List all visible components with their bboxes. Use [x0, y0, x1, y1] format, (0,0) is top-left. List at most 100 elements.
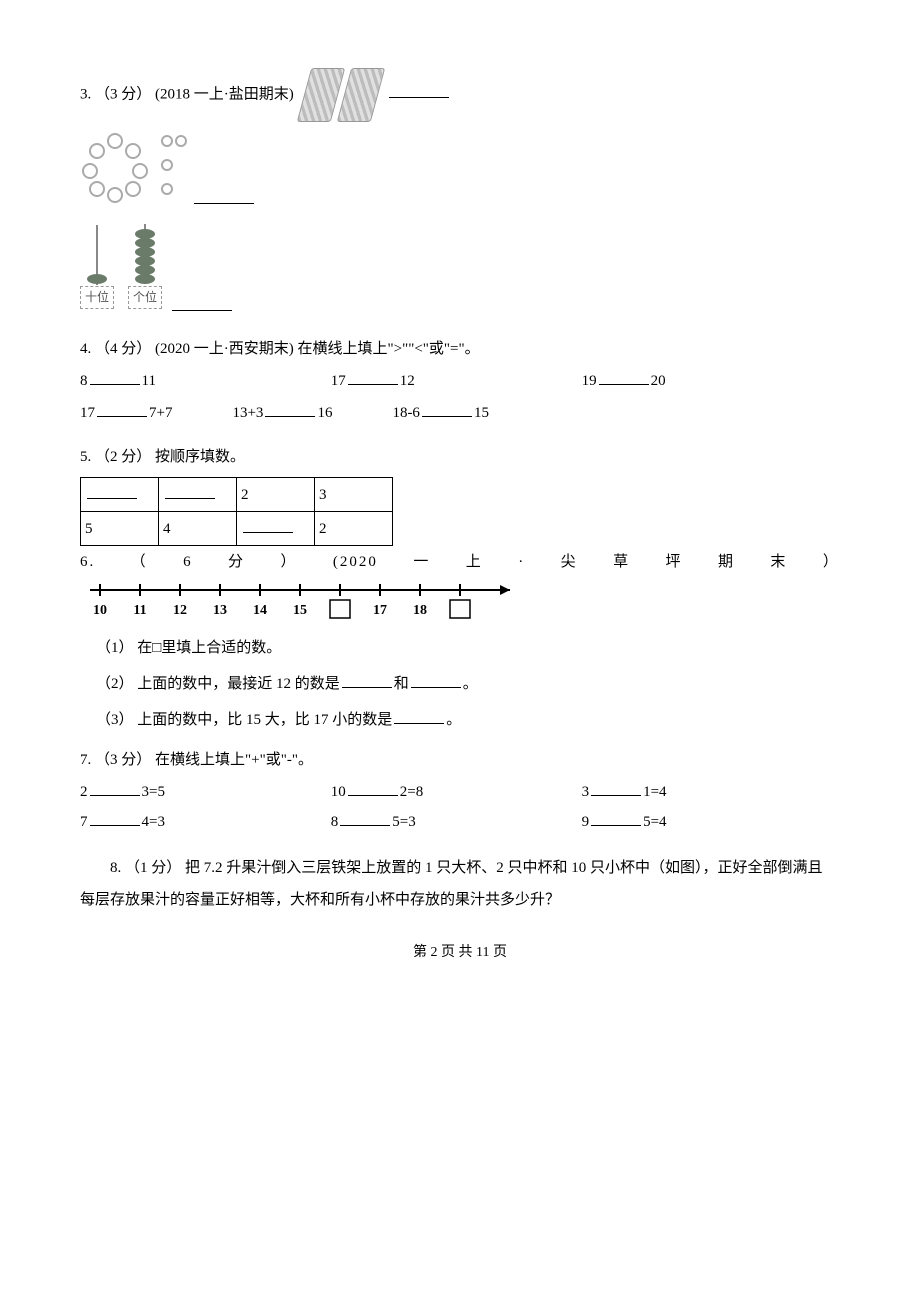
q7-prefix: 7. （3 分） 在横线上填上"+"或"-"。 — [80, 748, 840, 772]
q4-row2: 177+7 13+316 18-615 — [80, 401, 840, 425]
table-row: 2 3 — [81, 478, 393, 512]
q3-blank-1[interactable] — [389, 83, 449, 98]
q7-r2c3-r: 5=4 — [643, 814, 666, 830]
q3-blank-2[interactable] — [194, 189, 254, 204]
q4-r2c2-blank[interactable] — [265, 402, 315, 417]
q6-h10: 草 — [613, 550, 630, 574]
q6-sub1: （1） 在□里填上合适的数。 — [96, 636, 840, 660]
q5-r0c3: 3 — [315, 478, 393, 512]
q4-r2c3-r: 15 — [474, 405, 489, 421]
abacus-rod-ones: 个位 — [128, 224, 162, 309]
q6-h1: （ — [131, 550, 148, 574]
numberline-figure: 1011121314151718 — [80, 576, 840, 624]
q5-r0c1-blank[interactable] — [165, 484, 215, 499]
q8-line1: 8. （1 分） 把 7.2 升果汁倒入三层铁架上放置的 1 只大杯、2 只中杯… — [80, 856, 840, 880]
q6-sub3-b: 。 — [446, 712, 461, 728]
q7-r2c1-r: 4=3 — [142, 814, 165, 830]
q6-sub2-b: 和 — [394, 676, 409, 692]
q6-h11: 坪 — [666, 550, 683, 574]
svg-text:12: 12 — [173, 603, 187, 618]
svg-text:14: 14 — [253, 603, 267, 618]
side-circles-icon — [160, 132, 188, 204]
q7-r2c2-l: 8 — [331, 814, 339, 830]
q6-sub2: （2） 上面的数中，最接近 12 的数是和。 — [96, 672, 840, 696]
q5-r0c2: 2 — [237, 478, 315, 512]
q6-h13: 末 — [770, 550, 787, 574]
q7-r1c1-blank[interactable] — [90, 781, 140, 796]
q3-prefix: 3. （3 分） (2018 一上·盐田期末) — [80, 86, 294, 102]
bundle-sticks-icon — [304, 68, 378, 122]
q6-h0: 6. — [80, 550, 95, 574]
svg-text:17: 17 — [373, 603, 387, 618]
q6-sub2-blank1[interactable] — [342, 673, 392, 688]
q5-r0c0-blank[interactable] — [87, 484, 137, 499]
q7-r2c2-blank[interactable] — [340, 811, 390, 826]
q7-r1c3-l: 3 — [582, 784, 590, 800]
q4-r1c1-r: 11 — [142, 373, 156, 389]
q7-r2c3-l: 9 — [582, 814, 590, 830]
q6-h14: ） — [823, 550, 840, 574]
q4-r2c3-blank[interactable] — [422, 402, 472, 417]
circles-figure — [80, 132, 840, 204]
q5-r1c1: 4 — [159, 512, 237, 546]
q6-sub2-blank2[interactable] — [411, 673, 461, 688]
q4-r1c3-l: 19 — [582, 373, 597, 389]
q4-r2c2-l: 13+3 — [232, 405, 263, 421]
q3-blank-3[interactable] — [172, 296, 232, 311]
page-body: 3. （3 分） (2018 一上·盐田期末) — [0, 0, 920, 1005]
q7-r1c3-blank[interactable] — [591, 781, 641, 796]
q7-r1c2-l: 10 — [331, 784, 346, 800]
q8-line2: 每层存放果汁的容量正好相等，大杯和所有小杯中存放的果汁共多少升？ — [80, 888, 840, 912]
q7-row1: 2 3=5 10 2=8 3 1=4 — [80, 780, 840, 804]
q7-r1c3-r: 1=4 — [643, 784, 666, 800]
svg-text:15: 15 — [293, 603, 307, 618]
q6-sub3: （3） 上面的数中，比 15 大，比 17 小的数是 。 — [96, 708, 840, 732]
abacus-label-tens: 十位 — [80, 286, 114, 309]
q4-r2c2-r: 16 — [317, 405, 332, 421]
q7-r1c2-r: 2=8 — [400, 784, 423, 800]
table-row: 5 4 2 — [81, 512, 393, 546]
q4-r1c2-blank[interactable] — [348, 370, 398, 385]
q4-prefix: 4. （4 分） (2020 一上·西安期末) 在横线上填上">""<"或"="… — [80, 337, 840, 361]
q6-sub2-c: 。 — [463, 676, 478, 692]
q4-r1c3-blank[interactable] — [599, 370, 649, 385]
q7-r2c3-blank[interactable] — [591, 811, 641, 826]
q6-h7: 上 — [466, 550, 483, 574]
q6-h3: 分 — [228, 550, 245, 574]
q7-r2c2-r: 5=3 — [392, 814, 415, 830]
q6-h9: 尖 — [561, 550, 578, 574]
q7-r1c1-r: 3=5 — [142, 784, 165, 800]
q4-r1c3-r: 20 — [651, 373, 666, 389]
q4-r2c3-l: 18-6 — [392, 405, 420, 421]
q5-table: 2 3 5 4 2 — [80, 477, 393, 546]
q7-r1c2-blank[interactable] — [348, 781, 398, 796]
q6-h4: ） — [280, 550, 297, 574]
q4-r1c1-blank[interactable] — [90, 370, 140, 385]
q7-r1c1-l: 2 — [80, 784, 88, 800]
q3-line: 3. （3 分） (2018 一上·盐田期末) — [80, 68, 840, 122]
q6-sub3-blank[interactable] — [394, 709, 444, 724]
q5-r1c3: 2 — [315, 512, 393, 546]
abacus-label-ones: 个位 — [128, 286, 162, 309]
q5-r1c2-blank[interactable] — [243, 518, 293, 533]
abacus-figure: 十位 个位 — [80, 224, 840, 311]
numberline-svg: 1011121314151718 — [80, 576, 540, 624]
q6-h2: 6 — [183, 550, 193, 574]
q4-r2c1-l: 17 — [80, 405, 95, 421]
q6-sub3-a: （3） 上面的数中，比 15 大，比 17 小的数是 — [96, 712, 392, 728]
abacus-rod-tens: 十位 — [80, 225, 114, 309]
q6-head: 6. （ 6 分 ） (2020 一 上 · 尖 草 坪 期 末 ） — [80, 550, 840, 574]
q6-h6: 一 — [413, 550, 430, 574]
q4-row1: 811 1712 1920 — [80, 369, 840, 393]
q7-r2c1-l: 7 — [80, 814, 88, 830]
svg-text:13: 13 — [213, 603, 227, 618]
circle-ring-icon — [80, 133, 150, 203]
q4-r2c1-blank[interactable] — [97, 402, 147, 417]
q5-r1c0: 5 — [81, 512, 159, 546]
svg-text:18: 18 — [413, 603, 427, 618]
q6-h12: 期 — [718, 550, 735, 574]
q6-h8: · — [518, 550, 525, 574]
svg-text:10: 10 — [93, 603, 107, 618]
q4-r1c2-l: 17 — [331, 373, 346, 389]
q7-r2c1-blank[interactable] — [90, 811, 140, 826]
